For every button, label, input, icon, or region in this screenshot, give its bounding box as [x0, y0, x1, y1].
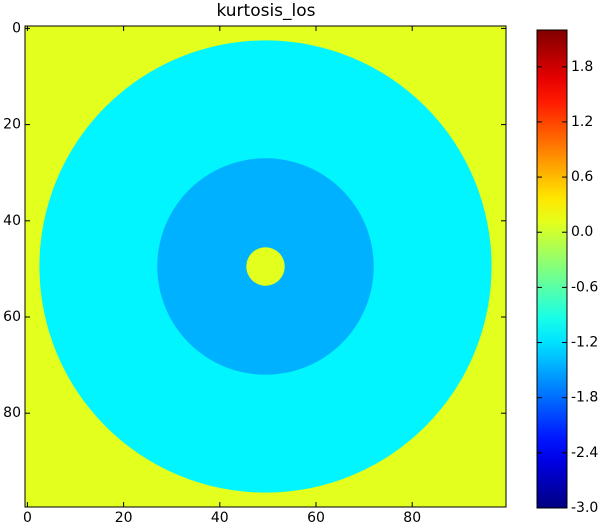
- colorbar-tick-label: 1.8: [571, 59, 593, 75]
- chart-title: kurtosis_los: [216, 1, 315, 21]
- y-tick-label: 40: [3, 213, 21, 229]
- x-tick-label: 0: [23, 510, 32, 524]
- x-tick-label: 80: [403, 510, 421, 524]
- y-tick-label: 60: [3, 309, 21, 325]
- colorbar-tick-label: -1.8: [571, 390, 598, 406]
- plot-frame: [24, 25, 507, 508]
- image-ring: [246, 247, 285, 286]
- y-tick-label: 20: [3, 117, 21, 133]
- colorbar-tick-label: -0.6: [571, 279, 598, 295]
- colorbar-tick-label: 0.6: [571, 169, 593, 185]
- y-tick-label: 0: [12, 20, 21, 36]
- colorbar-tick-label: 0.0: [571, 224, 593, 240]
- colorbar: [536, 29, 568, 509]
- x-tick-label: 40: [211, 510, 229, 524]
- x-tick-label: 20: [115, 510, 133, 524]
- colorbar-tick-label: -2.4: [571, 445, 598, 461]
- x-tick-label: 60: [307, 510, 325, 524]
- y-tick-label: 80: [3, 405, 21, 421]
- colorbar-tick-label: -1.2: [571, 335, 598, 351]
- colorbar-tick-label: 1.2: [571, 114, 593, 130]
- colorbar-tick-label: -3.0: [571, 500, 598, 516]
